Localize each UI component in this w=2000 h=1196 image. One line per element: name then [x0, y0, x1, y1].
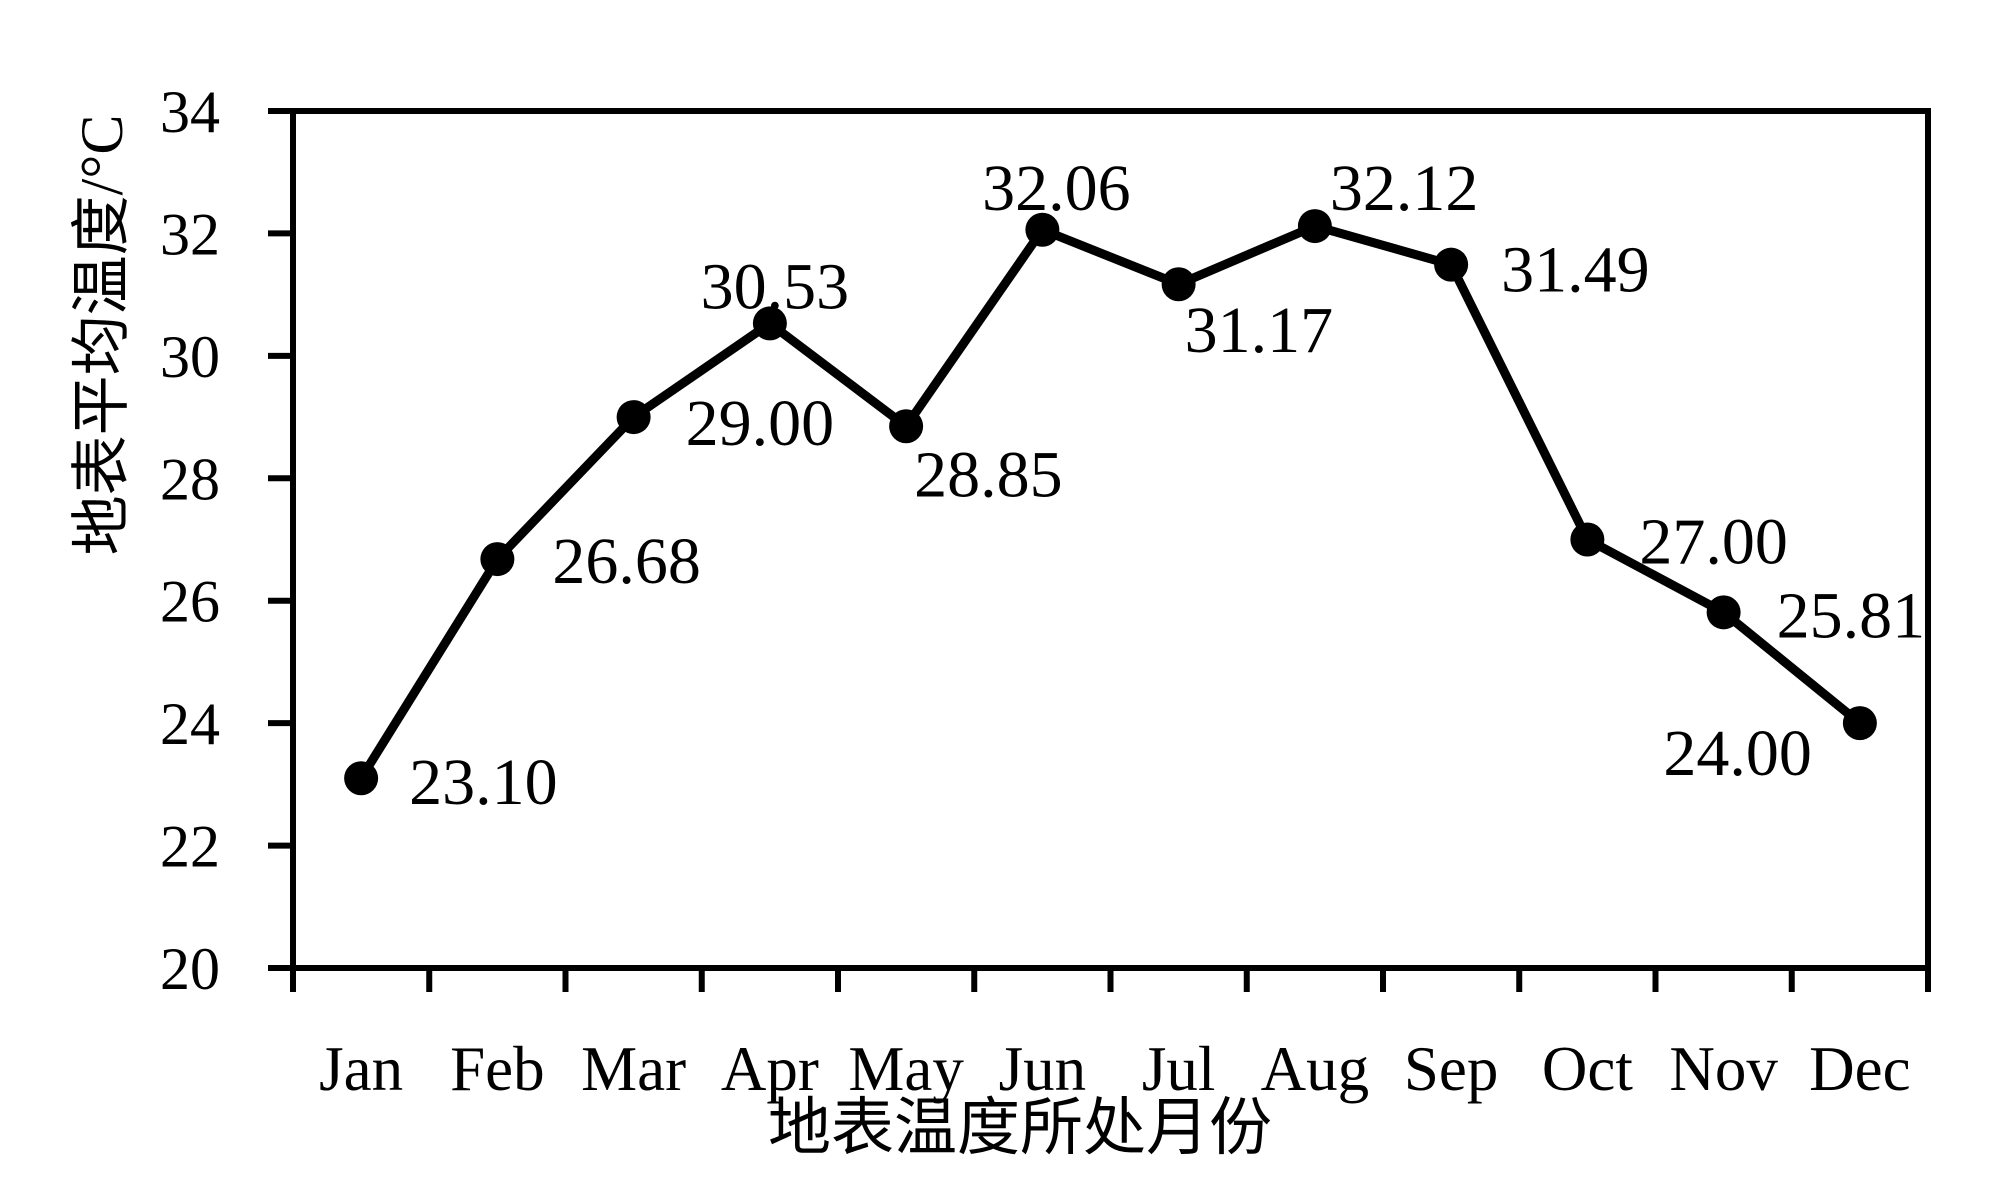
data-point-marker: [344, 761, 379, 796]
data-point-label: 30.53: [701, 250, 850, 323]
data-point-label: 23.10: [409, 746, 558, 819]
data-point-label: 29.00: [686, 387, 835, 460]
data-point-label: 27.00: [1639, 506, 1788, 579]
y-tick-label: 20: [160, 936, 220, 1002]
x-tick-label: Nov: [1669, 1034, 1778, 1104]
y-tick-label: 26: [160, 569, 220, 635]
x-tick-label: Oct: [1542, 1034, 1633, 1104]
y-tick-label: 34: [160, 79, 220, 145]
data-point-labels: 23.10 26.68 29.00 30.53 28.85 32.06 31.17 32.12…: [409, 152, 1925, 819]
x-tick-label: Jan: [319, 1034, 403, 1104]
x-tick-label: Mar: [581, 1034, 686, 1104]
data-point-marker: [1706, 595, 1741, 630]
data-point-label: 25.81: [1777, 579, 1926, 652]
data-point-label: 31.49: [1501, 234, 1650, 307]
x-tick-label: Jul: [1142, 1034, 1216, 1104]
data-point-marker: [1842, 706, 1877, 741]
y-tick-label: 22: [160, 814, 220, 880]
data-point-marker: [1161, 267, 1196, 302]
y-tick-label: 32: [160, 201, 220, 267]
data-point-label: 26.68: [552, 525, 701, 598]
y-tick-label: 28: [160, 446, 220, 512]
data-point-marker: [752, 306, 787, 341]
x-tick-label: Sep: [1404, 1034, 1499, 1104]
data-point-marker: [616, 400, 651, 435]
x-tick-label: Apr: [721, 1034, 819, 1104]
axis-tick-labels: 20 22 24 26 28 30 32 34 Jan Feb Mar Apr May Jun Jul Aug…: [160, 79, 1911, 1104]
x-tick-label: Jun: [999, 1034, 1087, 1104]
x-tick-label: Feb: [450, 1034, 545, 1104]
y-tick-label: 30: [160, 324, 220, 390]
y-axis-title: 地表平均温度/°C: [69, 115, 135, 556]
data-series: [344, 209, 1877, 796]
data-point-label: 31.17: [1185, 294, 1334, 367]
x-tick-label: May: [848, 1034, 964, 1104]
data-point-marker: [1570, 522, 1605, 557]
data-point-marker: [1297, 209, 1332, 244]
y-tick-label: 24: [160, 691, 220, 757]
x-axis-title: 地表温度所处月份: [768, 1093, 1272, 1163]
x-tick-label: Aug: [1261, 1034, 1370, 1104]
data-point-label: 32.06: [982, 152, 1131, 225]
data-point-marker: [480, 542, 515, 577]
x-tick-label: Dec: [1809, 1034, 1910, 1104]
data-point-marker: [1434, 247, 1469, 282]
series-line: [356, 221, 1865, 783]
axis-ticks: [268, 108, 1931, 992]
data-point-marker: [1025, 212, 1060, 247]
data-point-label: 28.85: [914, 438, 1063, 511]
data-point-label: 32.12: [1330, 152, 1479, 225]
data-point-label: 24.00: [1663, 717, 1812, 790]
data-point-marker: [889, 409, 924, 444]
